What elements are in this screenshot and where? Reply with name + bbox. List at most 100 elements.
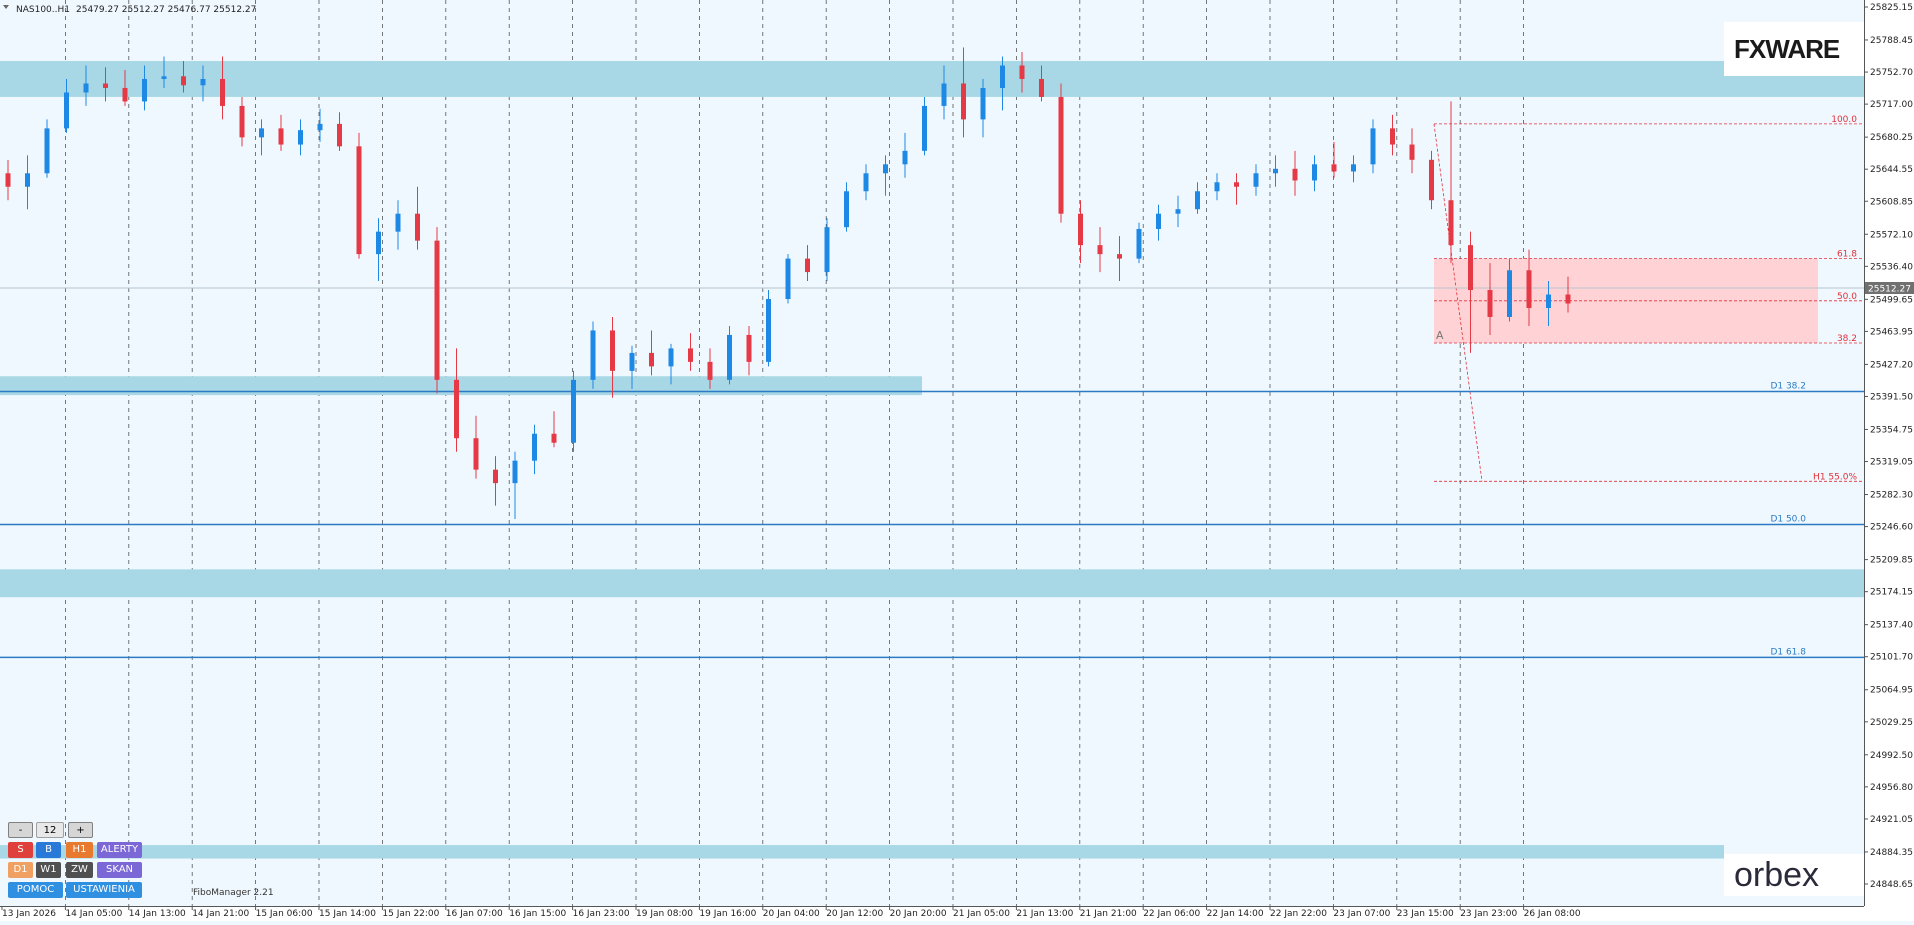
plot-background bbox=[0, 0, 1864, 906]
bear-candle-body bbox=[473, 438, 479, 470]
bull-candle-body bbox=[1175, 209, 1181, 214]
sell-button[interactable]: S bbox=[8, 842, 33, 858]
bull-candle-body bbox=[142, 78, 147, 102]
price-tick-label: 24956.80 bbox=[1870, 783, 1913, 793]
scan-button[interactable]: SKAN bbox=[97, 862, 142, 878]
bull-candle-body bbox=[1312, 164, 1317, 181]
time-tick-label: 15 Jan 06:00 bbox=[256, 909, 313, 919]
price-tick-label: 25029.25 bbox=[1870, 718, 1913, 728]
price-tick-label: 25752.70 bbox=[1870, 68, 1913, 78]
bear-candle-body bbox=[649, 352, 654, 367]
time-tick-label: 16 Jan 23:00 bbox=[573, 909, 630, 919]
orbex-logo-box: orbex bbox=[1724, 854, 1864, 896]
bull-candle-body bbox=[922, 105, 927, 151]
price-tick-label: 25463.95 bbox=[1870, 327, 1913, 337]
bull-candle-body bbox=[727, 334, 732, 380]
price-tick-label: 25391.50 bbox=[1870, 392, 1913, 402]
time-tick-label: 19 Jan 16:00 bbox=[699, 909, 756, 919]
time-tick-label: 20 Jan 12:00 bbox=[826, 909, 883, 919]
time-tick-label: 16 Jan 15:00 bbox=[509, 909, 566, 919]
bear-candle-body bbox=[454, 379, 459, 439]
period-minus-button[interactable]: - bbox=[8, 822, 33, 838]
price-tick-label: 25137.40 bbox=[1870, 621, 1913, 631]
current-price-tag bbox=[1865, 281, 1914, 294]
bear-candle-body bbox=[1078, 213, 1083, 246]
h1-button[interactable]: H1 bbox=[66, 842, 93, 858]
d1-level-label: D1 50.0 bbox=[1770, 514, 1806, 524]
support-resistance-zone bbox=[0, 61, 1724, 97]
d1-button[interactable]: D1 bbox=[8, 862, 33, 878]
price-tick-label: 24992.50 bbox=[1870, 751, 1913, 761]
time-tick-label: 21 Jan 05:00 bbox=[953, 909, 1010, 919]
price-tick-label: 25717.00 bbox=[1870, 100, 1913, 110]
price-tick-label: 24848.65 bbox=[1870, 880, 1913, 890]
bull-candle-body bbox=[1156, 213, 1161, 229]
time-tick-label: 14 Jan 05:00 bbox=[65, 909, 122, 919]
dropdown-triangle-icon[interactable] bbox=[3, 5, 9, 9]
symbol-label: NAS100..H1 bbox=[16, 5, 70, 15]
time-tick-label: 15 Jan 22:00 bbox=[382, 909, 439, 919]
bear-candle-body bbox=[1019, 65, 1025, 79]
time-tick-label: 22 Jan 22:00 bbox=[1270, 909, 1327, 919]
time-tick-label: 23 Jan 07:00 bbox=[1333, 909, 1390, 919]
bear-candle-body bbox=[337, 123, 342, 147]
bull-candle-body bbox=[1195, 191, 1200, 210]
bull-candle-body bbox=[766, 299, 771, 362]
bull-candle-body bbox=[376, 231, 381, 255]
period-value-field[interactable]: 12 bbox=[36, 822, 64, 838]
bull-candle-body bbox=[512, 460, 518, 484]
bear-candle-body bbox=[220, 78, 225, 106]
bear-candle-body bbox=[181, 76, 186, 86]
bull-candle-body bbox=[44, 128, 50, 174]
bull-candle-body bbox=[1136, 228, 1142, 259]
alerts-button[interactable]: ALERTY bbox=[97, 842, 142, 858]
bull-candle-body bbox=[1000, 65, 1005, 88]
bear-candle-body bbox=[1058, 96, 1064, 214]
price-tick-label: 25209.85 bbox=[1870, 556, 1913, 566]
bull-candle-body bbox=[824, 227, 830, 273]
bear-candle-body bbox=[1487, 290, 1493, 317]
price-tick-label: 24884.35 bbox=[1870, 848, 1913, 858]
time-tick-label: 23 Jan 23:00 bbox=[1460, 909, 1517, 919]
time-tick-label: 20 Jan 20:00 bbox=[890, 909, 947, 919]
price-tick-label: 25319.05 bbox=[1870, 458, 1913, 468]
fibonacci-level-label: 61.8 bbox=[1837, 250, 1857, 260]
bear-candle-body bbox=[1448, 200, 1454, 246]
fibonacci-level-label: H1 55.0% bbox=[1813, 472, 1857, 482]
bull-candle-body bbox=[1214, 182, 1220, 192]
d1-level-label: D1 61.8 bbox=[1770, 647, 1806, 657]
time-tick-label: 13 Jan 2026 bbox=[2, 909, 56, 919]
bull-candle-body bbox=[395, 213, 401, 232]
d1-level-label: D1 38.2 bbox=[1770, 382, 1806, 392]
bull-candle-body bbox=[298, 130, 303, 145]
bull-candle-body bbox=[902, 150, 908, 165]
bull-candle-body bbox=[25, 173, 30, 187]
time-tick-label: 26 Jan 08:00 bbox=[1524, 909, 1581, 919]
bull-candle-body bbox=[259, 128, 264, 138]
bull-candle-body bbox=[844, 191, 849, 228]
indicator-label: FiboManager 2.21 bbox=[193, 888, 274, 898]
zw-button[interactable]: ZW bbox=[66, 862, 93, 878]
bull-candle-body bbox=[64, 92, 69, 129]
time-tick-label: 14 Jan 21:00 bbox=[192, 909, 249, 919]
time-tick-label: 23 Jan 15:00 bbox=[1397, 909, 1454, 919]
time-tick-label: 15 Jan 14:00 bbox=[319, 909, 376, 919]
buy-button[interactable]: B bbox=[36, 842, 61, 858]
bear-candle-body bbox=[1234, 182, 1239, 187]
bull-candle-body bbox=[629, 352, 635, 371]
bull-candle-body bbox=[317, 123, 323, 131]
price-tick-label: 25788.45 bbox=[1870, 36, 1913, 46]
support-resistance-zone bbox=[0, 845, 1724, 859]
w1-button[interactable]: W1 bbox=[36, 862, 61, 878]
bear-candle-body bbox=[1565, 294, 1571, 304]
bear-candle-body bbox=[103, 83, 108, 88]
settings-button[interactable]: USTAWIENIA bbox=[66, 882, 142, 898]
bull-candle-body bbox=[571, 379, 576, 443]
bear-candle-body bbox=[1429, 159, 1434, 201]
help-button[interactable]: POMOC bbox=[8, 882, 63, 898]
fibonacci-anchor-label: A bbox=[1436, 329, 1444, 342]
period-plus-button[interactable]: + bbox=[68, 822, 93, 838]
bear-candle-body bbox=[551, 433, 557, 443]
